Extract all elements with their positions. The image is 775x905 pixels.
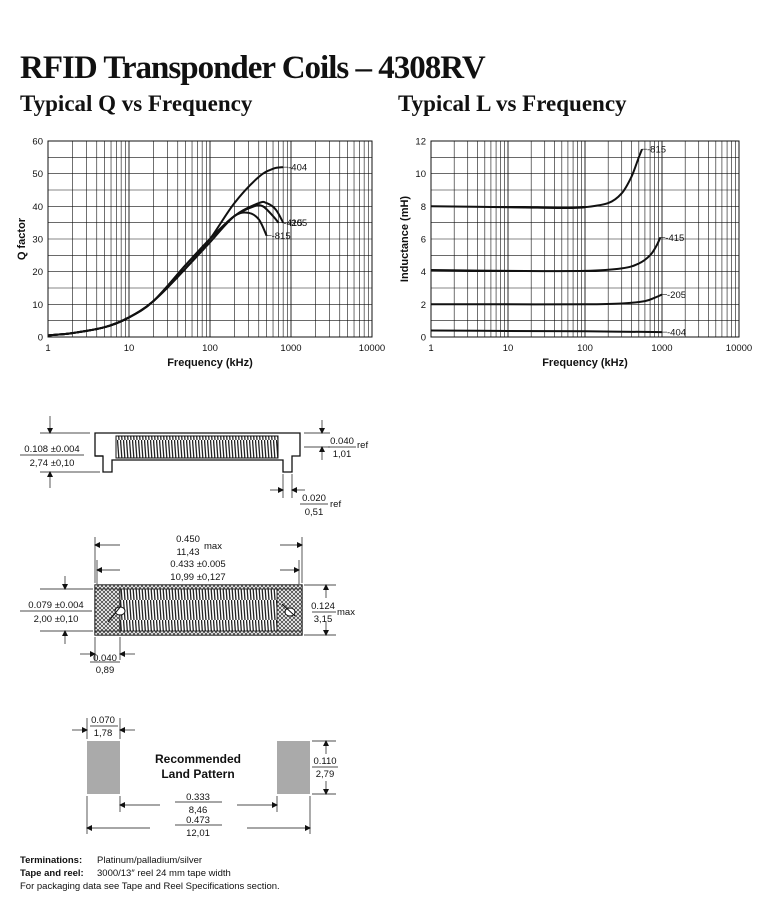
footer-terminations: Terminations: Platinum/palladium/silver xyxy=(20,855,202,866)
side-term-mm: 0,51 xyxy=(305,507,324,518)
q-x-tick-label: 10000 xyxy=(359,343,385,354)
q-x-axis-label: Frequency (kHz) xyxy=(167,357,253,369)
l-x-tick-label: 100 xyxy=(577,343,593,354)
land-total-in: 0.473 xyxy=(186,815,210,826)
side-term-in: 0.020 xyxy=(302,493,326,504)
q-vs-frequency-chart: 1 10 100 1000 10000 0 10 20 30 40 50 60 Frequency (k… xyxy=(16,137,385,370)
l-series-label: -205 xyxy=(667,290,686,301)
dimension-drawings: 0.108 ±0.004 2,74 ±0,10 0.040 1,01 ref 0… xyxy=(20,416,368,839)
tape-label: Tape and reel: xyxy=(20,868,84,879)
l-chart-title: Typical L vs Frequency xyxy=(398,91,627,116)
terminations-label: Terminations: xyxy=(20,855,83,866)
l-series-line xyxy=(430,329,663,334)
q-y-tick-label: 50 xyxy=(32,169,43,180)
land-gap-in: 0.333 xyxy=(186,792,210,803)
top-height-max-mm: 3,15 xyxy=(314,614,333,625)
side-view xyxy=(94,432,301,473)
page-title: RFID Transponder Coils – 4308RV xyxy=(20,50,486,86)
land-gap-mm: 8,46 xyxy=(189,805,208,816)
l-y-tick-label: 8 xyxy=(421,202,426,213)
q-x-tick-label: 10 xyxy=(124,343,135,354)
l-vs-frequency-chart: 1 10 100 1000 10000 0 2 4 6 8 10 12 Frequency (kHz) I… xyxy=(399,137,752,370)
top-height-max-in: 0.124 xyxy=(311,601,335,612)
q-chart-title: Typical Q vs Frequency xyxy=(20,91,253,116)
land-label-line1: Recommended xyxy=(155,752,241,766)
q-y-tick-label: 20 xyxy=(32,267,43,278)
side-top-mm: 1,01 xyxy=(333,449,352,460)
l-x-tick-label: 10 xyxy=(503,343,514,354)
q-series-line xyxy=(47,211,268,337)
top-width-mm: 2,00 ±0,10 xyxy=(34,614,79,625)
top-length-max-mm: 11,43 xyxy=(176,547,199,558)
top-max2-label: max xyxy=(337,607,355,618)
land-pad-h-in: 0.110 xyxy=(313,756,336,767)
l-series-line xyxy=(430,236,662,273)
q-series-label: -415 xyxy=(283,218,302,229)
l-y-tick-label: 2 xyxy=(421,300,426,311)
l-y-tick-label: 12 xyxy=(415,137,426,148)
l-series-label: -815 xyxy=(647,145,666,156)
l-y-tick-label: 0 xyxy=(421,333,426,344)
q-y-tick-label: 30 xyxy=(32,235,43,246)
q-series-line xyxy=(47,204,280,337)
l-y-tick-label: 4 xyxy=(421,267,426,278)
q-y-tick-label: 40 xyxy=(32,202,43,213)
top-width-in: 0.079 ±0.004 xyxy=(28,600,83,611)
land-pad-w-in: 0.070 xyxy=(91,715,115,726)
q-y-tick-label: 10 xyxy=(32,300,43,311)
q-y-tick-label: 0 xyxy=(38,333,43,344)
l-y-tick-label: 10 xyxy=(415,169,426,180)
q-series-label: -205 xyxy=(288,218,307,229)
land-total-mm: 12,01 xyxy=(186,828,210,839)
q-series-line xyxy=(47,200,285,337)
l-x-tick-label: 1000 xyxy=(651,343,672,354)
l-series-label: -415 xyxy=(665,233,684,244)
l-series-line xyxy=(431,293,663,306)
l-y-axis-label: Inductance (mH) xyxy=(399,196,411,283)
top-length-mm: 10,99 ±0,127 xyxy=(170,572,225,583)
q-x-tick-label: 1 xyxy=(45,343,50,354)
q-x-tick-label: 1000 xyxy=(280,343,301,354)
l-x-tick-label: 1 xyxy=(428,343,433,354)
q-series-label: -404 xyxy=(288,163,307,174)
land-pad-w-mm: 1,78 xyxy=(94,728,113,739)
tape-value: 3000/13″ reel 24 mm tape width xyxy=(97,868,231,879)
top-pad-mm: 0,89 xyxy=(96,665,115,676)
land-pattern xyxy=(87,741,310,794)
top-length-in: 0.433 ±0.005 xyxy=(170,559,225,570)
side-height-in: 0.108 ±0.004 xyxy=(24,444,79,455)
top-length-max-in: 0.450 xyxy=(176,534,200,545)
terminations-value: Platinum/palladium/silver xyxy=(97,855,203,866)
l-series-line xyxy=(430,148,643,210)
packaging-note: For packaging data see Tape and Reel Spe… xyxy=(20,881,280,892)
q-y-axis-label: Q factor xyxy=(16,217,28,260)
l-plot-frame xyxy=(430,140,740,338)
side-ref2-label: ref xyxy=(330,499,341,510)
q-x-tick-label: 100 xyxy=(202,343,218,354)
l-x-tick-label: 10000 xyxy=(726,343,752,354)
l-y-tick-label: 6 xyxy=(421,235,426,246)
land-label-line2: Land Pattern xyxy=(161,767,234,781)
top-pad-in: 0.040 xyxy=(93,653,117,664)
l-x-axis-label: Frequency (kHz) xyxy=(542,357,628,369)
q-y-tick-label: 60 xyxy=(32,137,43,148)
q-plot-frame xyxy=(47,140,373,338)
footer-tape: Tape and reel: 3000/13″ reel 24 mm tape w… xyxy=(20,868,231,879)
q-series-line xyxy=(47,166,284,337)
top-max-label: max xyxy=(204,541,222,552)
land-pad-h-mm: 2,79 xyxy=(316,769,335,780)
l-series-label: -404 xyxy=(667,328,686,339)
side-ref-label: ref xyxy=(357,440,368,451)
top-view xyxy=(94,584,303,636)
side-height-mm: 2,74 ±0,10 xyxy=(30,458,75,469)
q-series-label: -815 xyxy=(272,231,291,242)
side-top-in: 0.040 xyxy=(330,436,354,447)
